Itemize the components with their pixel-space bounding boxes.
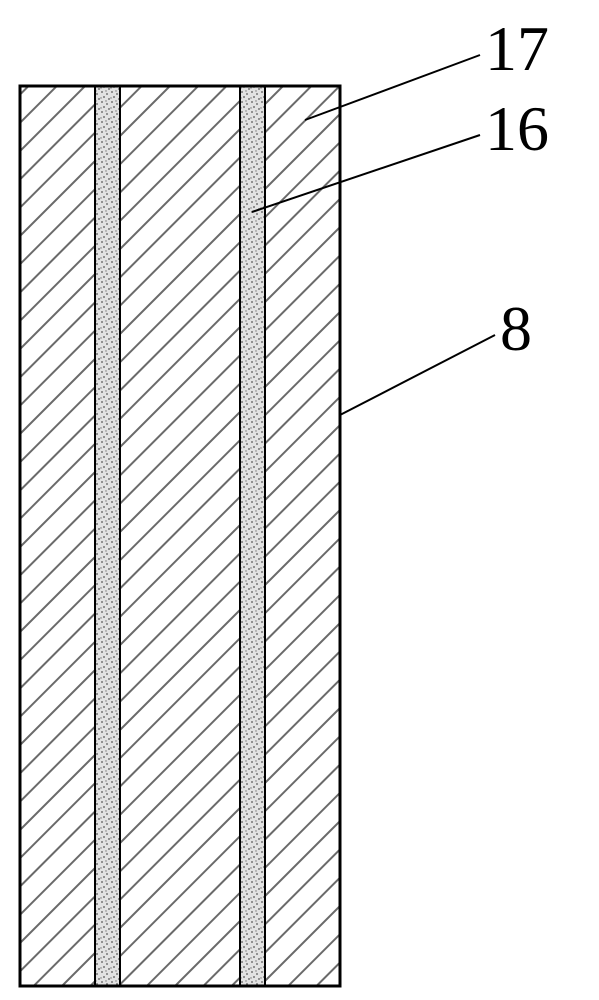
grain-strip-1 <box>95 86 120 986</box>
hatch-layer-1 <box>20 86 95 986</box>
leader-8 <box>340 335 495 415</box>
callout-16: 16 <box>485 93 549 164</box>
laminate-block <box>20 86 340 986</box>
grain-strip-2 <box>240 86 265 986</box>
hatch-layer-3 <box>265 86 340 986</box>
callout-8: 8 <box>500 293 532 364</box>
hatch-layer-2 <box>120 86 240 986</box>
callout-17: 17 <box>485 13 549 84</box>
cross-section-diagram: 17 16 8 <box>0 0 599 1000</box>
